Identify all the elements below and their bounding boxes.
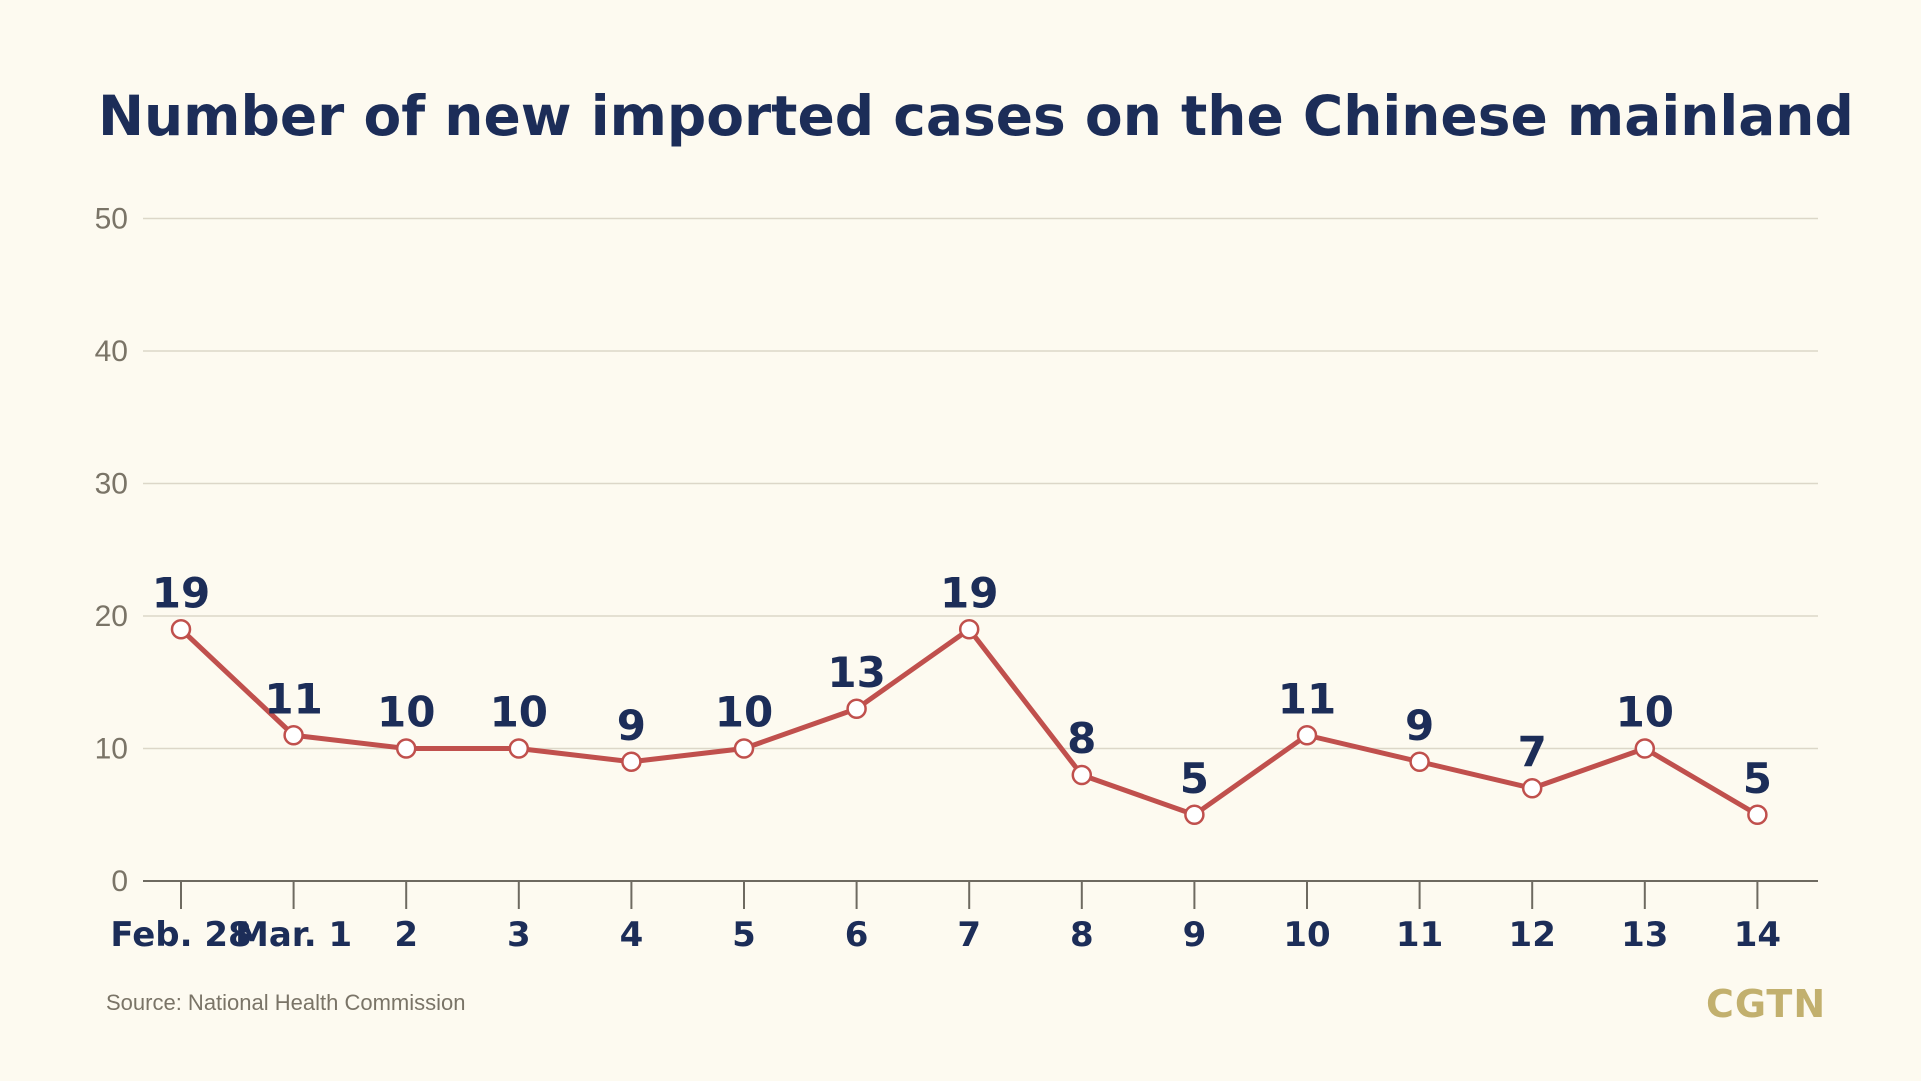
data-point	[1071, 764, 1093, 786]
data-label: 10	[715, 688, 773, 737]
data-label: 5	[1743, 754, 1772, 803]
y-tick-label: 50	[95, 203, 128, 236]
data-point	[283, 725, 304, 746]
x-tick-label: 4	[620, 915, 644, 955]
x-tick-label: 10	[1283, 915, 1330, 955]
data-label: 11	[264, 674, 322, 723]
data-label: 10	[1616, 688, 1674, 737]
x-tick-label: 12	[1509, 915, 1556, 955]
data-point	[958, 619, 980, 640]
data-label: 19	[152, 568, 210, 617]
x-tick-label: 5	[732, 915, 756, 955]
x-tick-label: 3	[507, 915, 531, 955]
x-tick-label: 13	[1621, 915, 1668, 955]
data-point	[508, 738, 530, 759]
y-tick-label: 40	[95, 335, 128, 368]
data-label: 9	[617, 701, 646, 750]
chart-title: Number of new imported cases on the Chin…	[98, 84, 1854, 148]
data-label: 7	[1518, 727, 1547, 776]
x-tick-label: 6	[845, 915, 869, 955]
data-point	[846, 698, 867, 719]
data-point	[1184, 804, 1205, 825]
data-point	[170, 619, 192, 640]
x-tick-label: 11	[1396, 915, 1443, 955]
data-point	[733, 738, 755, 759]
data-label: 10	[490, 688, 548, 737]
y-tick-label: 30	[95, 468, 128, 501]
data-label: 8	[1067, 714, 1096, 763]
source-note: Source: National Health Commission	[106, 990, 466, 1015]
data-point	[1634, 738, 1656, 759]
data-point	[1296, 725, 1318, 746]
data-label: 10	[377, 688, 435, 737]
data-label: 11	[1278, 674, 1336, 723]
x-tick-label: 9	[1183, 915, 1207, 955]
cgtn-logo: CGTN	[1706, 982, 1827, 1026]
x-tick-label: 7	[957, 915, 981, 955]
x-tick-label: 2	[394, 915, 418, 955]
data-point	[1521, 778, 1543, 799]
x-tick-label: 14	[1734, 915, 1781, 955]
data-label: 9	[1405, 701, 1434, 750]
y-tick-label: 10	[95, 733, 128, 766]
data-label: 19	[940, 568, 998, 617]
y-tick-label: 20	[95, 600, 128, 633]
data-point	[1409, 751, 1430, 772]
data-point	[621, 751, 642, 772]
data-label: 13	[827, 648, 885, 697]
y-tick-label: 0	[111, 865, 128, 898]
data-point	[395, 738, 417, 759]
x-tick-label: Mar. 1	[235, 915, 352, 955]
data-label: 5	[1180, 754, 1209, 803]
x-tick-label: Feb. 28	[110, 915, 251, 955]
data-point	[1747, 804, 1768, 825]
x-tick-label: 8	[1070, 915, 1094, 955]
